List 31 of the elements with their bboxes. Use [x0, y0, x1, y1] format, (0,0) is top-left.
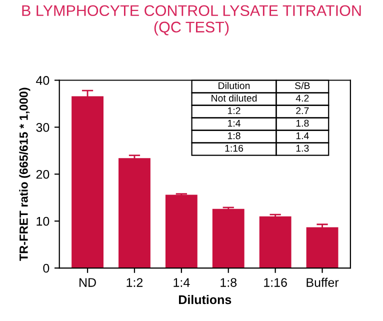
y-tick-label: 20 — [36, 170, 50, 179]
x-axis-title: Dilutions — [179, 294, 232, 304]
bar — [165, 194, 198, 268]
y-tick-label: 40 — [36, 76, 50, 85]
annotation: 1:16 — [225, 144, 244, 152]
y-axis-title: TR-FRET ratio (665/615 * 1,000) — [19, 88, 30, 261]
x-tick-label: 1:4 — [174, 278, 190, 287]
x-tick-label: Buffer — [306, 278, 339, 287]
chart-title: B LYMPHOCYTE CONTROL LYSATE TITRATION (QC TEST) — [22, 5, 361, 36]
annotation: 1.8 — [296, 120, 309, 127]
bar — [212, 208, 244, 268]
x-tick-label: 1:8 — [220, 278, 237, 287]
annotation: 1:8 — [228, 132, 240, 140]
x-tick-label: ND — [80, 278, 96, 287]
annotation: 1:2 — [228, 107, 240, 114]
y-tick-label: 30 — [36, 122, 50, 132]
annotation: 1:4 — [228, 120, 240, 127]
annotation: S/B — [295, 82, 310, 90]
annotation: Not diluted — [212, 94, 257, 102]
y-tick-label: 0 — [43, 264, 50, 273]
annotation: Dilution — [218, 82, 250, 90]
bar — [118, 158, 150, 268]
annotation: 1.4 — [296, 132, 309, 140]
bar — [306, 227, 338, 268]
annotation: 1.3 — [296, 144, 309, 152]
annotation: 4.2 — [296, 94, 309, 102]
y-tick-label: 10 — [36, 216, 50, 226]
x-tick-label: 1:16 — [264, 278, 287, 287]
annotation: 2.7 — [296, 107, 309, 114]
x-tick-label: 1:2 — [126, 278, 143, 287]
bar — [259, 216, 292, 268]
